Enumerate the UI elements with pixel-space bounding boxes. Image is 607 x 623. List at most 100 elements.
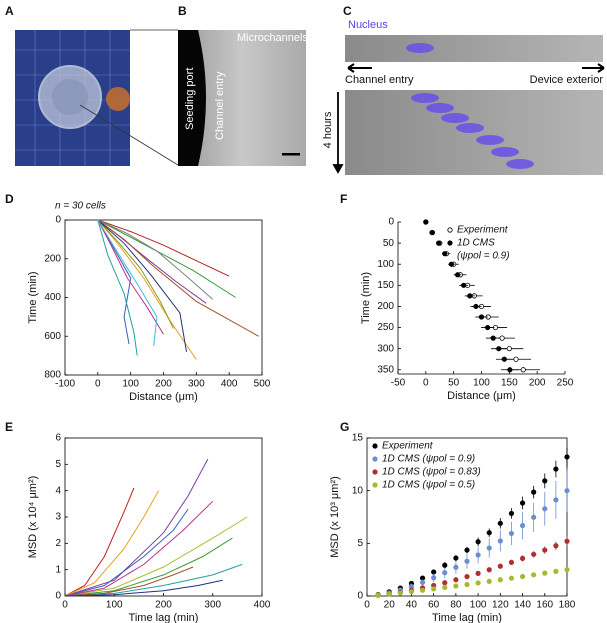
trajectory — [64, 579, 223, 597]
data-point — [464, 574, 470, 580]
data-point — [386, 591, 392, 597]
legend-marker — [447, 240, 453, 246]
data-point — [564, 488, 570, 494]
panel-label: D — [5, 192, 14, 206]
y-tick-label: 250 — [377, 322, 394, 333]
x-tick-label: 100 — [470, 600, 487, 611]
data-point — [531, 514, 537, 520]
data-point — [497, 520, 503, 526]
y-tick-label: 0 — [357, 591, 363, 602]
data-point — [467, 293, 473, 299]
legend-label: Experiment — [457, 225, 509, 236]
plot-frame — [64, 219, 263, 376]
x-tick-label: 160 — [536, 600, 553, 611]
annotation: n = 30 cells — [55, 201, 106, 212]
y-tick-label: 4 — [55, 485, 61, 496]
x-tick-label: 180 — [559, 600, 576, 611]
y-tick-label: 800 — [44, 370, 61, 381]
x-tick-label: 250 — [557, 378, 574, 389]
panel-label: F — [340, 192, 347, 206]
panel-label: E — [5, 420, 13, 434]
legend-label: 1D CMS — [457, 238, 495, 249]
data-point — [486, 530, 492, 536]
data-point — [520, 367, 526, 373]
data-point — [499, 335, 505, 341]
y-tick-label: 10 — [352, 485, 364, 496]
plot-frame — [366, 437, 568, 597]
data-point — [375, 592, 381, 598]
trajectory — [64, 508, 189, 597]
x-tick-label: 200 — [155, 600, 172, 611]
trajectory — [64, 537, 233, 597]
data-point — [442, 570, 448, 576]
legend-note: (ψpol = 0.9) — [457, 251, 510, 262]
y-tick-label: 350 — [377, 364, 394, 375]
data-point — [475, 580, 481, 586]
x-axis-label: Time lag (min) — [432, 612, 502, 623]
data-point — [461, 282, 467, 288]
data-point — [496, 346, 502, 352]
y-tick-label: 5 — [357, 538, 363, 549]
data-point — [553, 497, 559, 503]
data-point — [475, 570, 481, 576]
panel-label: B — [178, 4, 187, 18]
x-tick-label: 0 — [364, 600, 370, 611]
data-point — [531, 551, 537, 557]
data-point — [513, 356, 519, 362]
data-point — [531, 572, 537, 578]
legend-marker — [372, 482, 378, 488]
x-tick-label: 100 — [106, 600, 123, 611]
trajectory — [97, 219, 174, 329]
trajectory — [97, 219, 132, 345]
data-point — [519, 522, 526, 529]
data-point — [431, 569, 437, 575]
photo-device — [15, 30, 130, 166]
y-tick-label: 0 — [55, 215, 61, 226]
data-point — [564, 538, 570, 544]
x-tick-label: -50 — [391, 378, 406, 389]
data-point — [542, 570, 548, 576]
data-point — [519, 500, 526, 506]
image-label: Nucleus — [348, 19, 388, 31]
data-point — [436, 240, 442, 246]
trajectory — [97, 219, 214, 300]
data-point — [508, 575, 515, 581]
plot-frame — [64, 437, 263, 597]
data-point — [442, 580, 448, 586]
y-tick-label: 400 — [44, 292, 61, 303]
trajectory — [64, 516, 248, 597]
x-tick-label: 40 — [406, 600, 418, 611]
panel-label: G — [340, 420, 349, 434]
legend-marker — [372, 443, 378, 449]
data-point — [542, 547, 548, 553]
data-point — [397, 590, 403, 596]
data-point — [478, 314, 485, 320]
legend-label: Experiment — [382, 441, 434, 452]
data-point — [473, 303, 479, 310]
x-tick-label: 60 — [428, 600, 440, 611]
data-point — [431, 586, 437, 592]
photo-channels — [178, 30, 306, 166]
x-axis-label: Distance (μm) — [129, 391, 198, 403]
y-tick-label: 50 — [383, 238, 395, 249]
data-point — [453, 564, 459, 570]
data-point — [507, 367, 513, 373]
data-point — [408, 589, 415, 595]
data-point — [519, 555, 526, 561]
x-tick-label: 50 — [448, 378, 460, 389]
x-tick-label: 300 — [204, 600, 221, 611]
trajectory — [97, 219, 236, 298]
data-point — [531, 489, 537, 495]
x-tick-label: 100 — [122, 379, 139, 390]
data-point — [542, 506, 548, 512]
y-tick-label: 0 — [388, 217, 394, 228]
y-tick-label: 0 — [55, 591, 61, 602]
data-point — [497, 563, 503, 569]
x-tick-label: 0 — [62, 600, 68, 611]
x-tick-label: 400 — [254, 600, 271, 611]
data-point — [542, 478, 548, 484]
trajectory — [64, 500, 214, 597]
trajectory — [64, 458, 209, 597]
y-tick-label: 200 — [44, 253, 61, 264]
